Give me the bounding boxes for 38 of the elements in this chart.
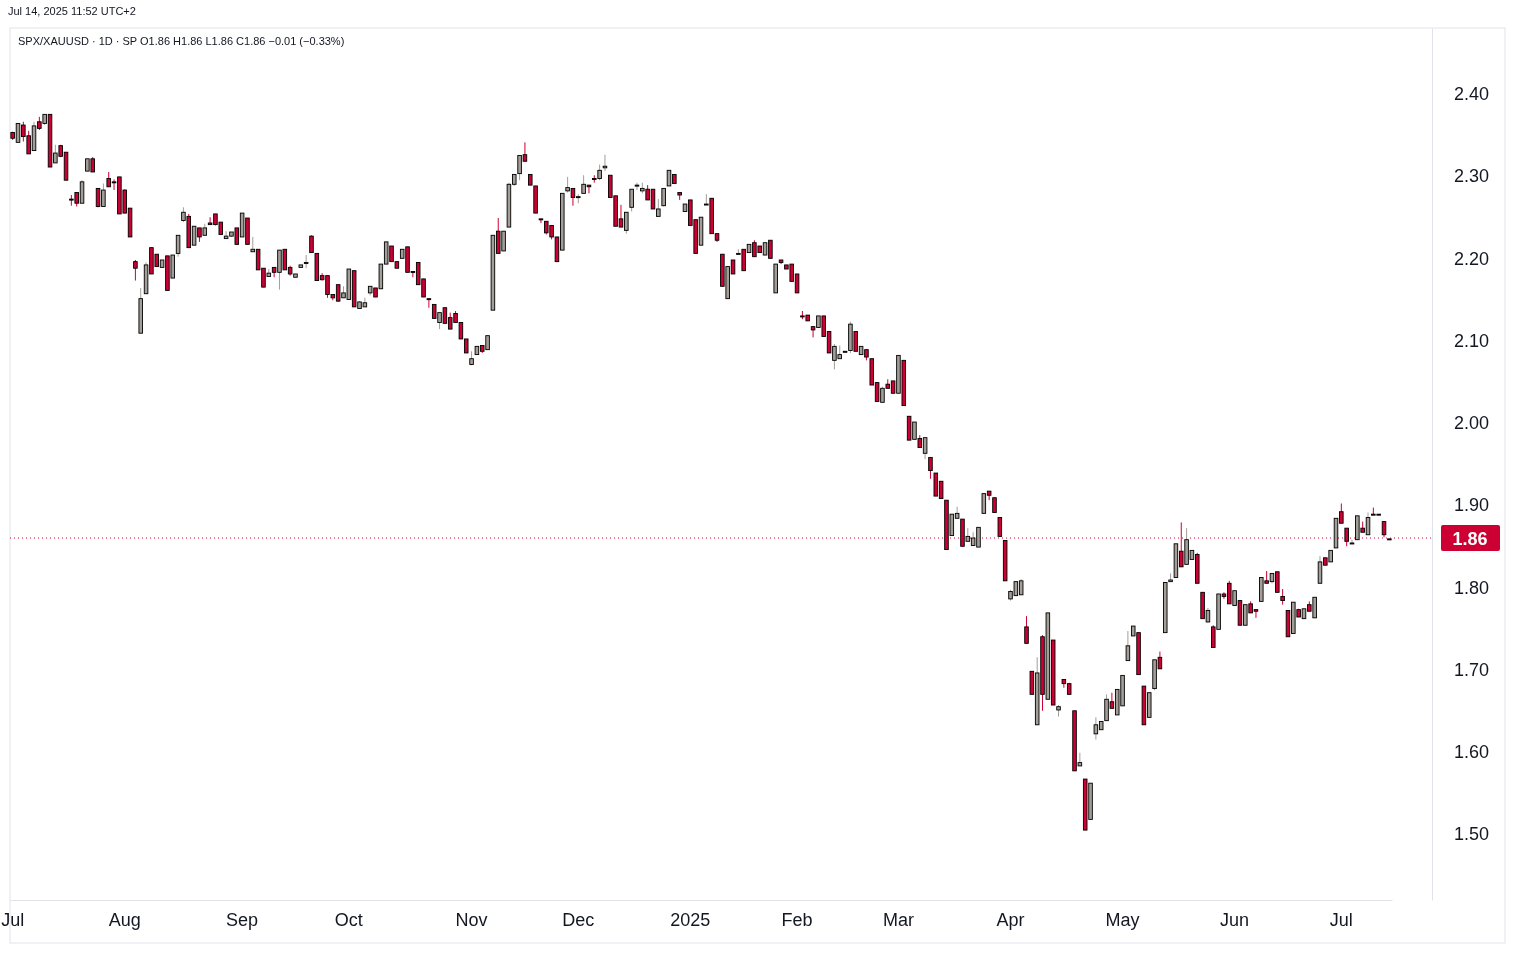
x-tick-label: Jun xyxy=(1220,909,1250,930)
x-tick-label: Mar xyxy=(882,909,914,930)
candlestick xyxy=(303,254,309,269)
x-tick-label: 2025 xyxy=(670,909,711,930)
y-tick-label: 1.60 xyxy=(1454,742,1490,763)
x-tick-label: Sep xyxy=(226,909,259,930)
y-tick-label: 2.20 xyxy=(1454,248,1490,269)
candlestick xyxy=(634,182,640,191)
text: Jul 14, 2025 11:52 UTC+2 xyxy=(8,5,136,17)
y-tick-label: 1.90 xyxy=(1454,495,1490,516)
x-tick-label: Feb xyxy=(781,909,813,930)
ref-line-label: 1.86 xyxy=(1452,528,1488,549)
candlestick xyxy=(133,259,138,282)
candlestick xyxy=(426,298,432,309)
candlestick xyxy=(661,187,666,208)
y-tick-label: 1.80 xyxy=(1454,577,1490,598)
x-tick-label: Jul xyxy=(1329,909,1353,930)
candlestick xyxy=(928,456,933,480)
y-tick-label: 2.40 xyxy=(1454,84,1490,105)
candlestick xyxy=(629,188,634,212)
x-tick-label: Aug xyxy=(108,909,141,930)
candlestick xyxy=(175,234,181,258)
x-tick-label: Oct xyxy=(334,909,363,930)
y-tick-label: 2.30 xyxy=(1454,166,1490,187)
x-tick-label: Dec xyxy=(562,909,595,930)
y-tick-label: 2.10 xyxy=(1454,330,1490,351)
candlestick xyxy=(1349,539,1355,545)
y-tick-label: 1.70 xyxy=(1454,659,1490,680)
x-tick-label: Apr xyxy=(996,909,1025,930)
y-tick-label: 1.50 xyxy=(1454,824,1490,845)
candlestick xyxy=(1024,615,1029,644)
x-tick-label: May xyxy=(1105,909,1140,930)
x-tick-label: Jul xyxy=(1,909,25,930)
y-tick-label: 2.00 xyxy=(1454,413,1490,434)
candlestick xyxy=(1125,630,1131,662)
text: SPX/XAUUSD · 1D · SP O1.86 H1.86 L1.86 C1.86 −0.01 (−0.33%) xyxy=(18,35,345,47)
candlestick xyxy=(538,218,544,224)
x-tick-label: Nov xyxy=(455,909,488,930)
